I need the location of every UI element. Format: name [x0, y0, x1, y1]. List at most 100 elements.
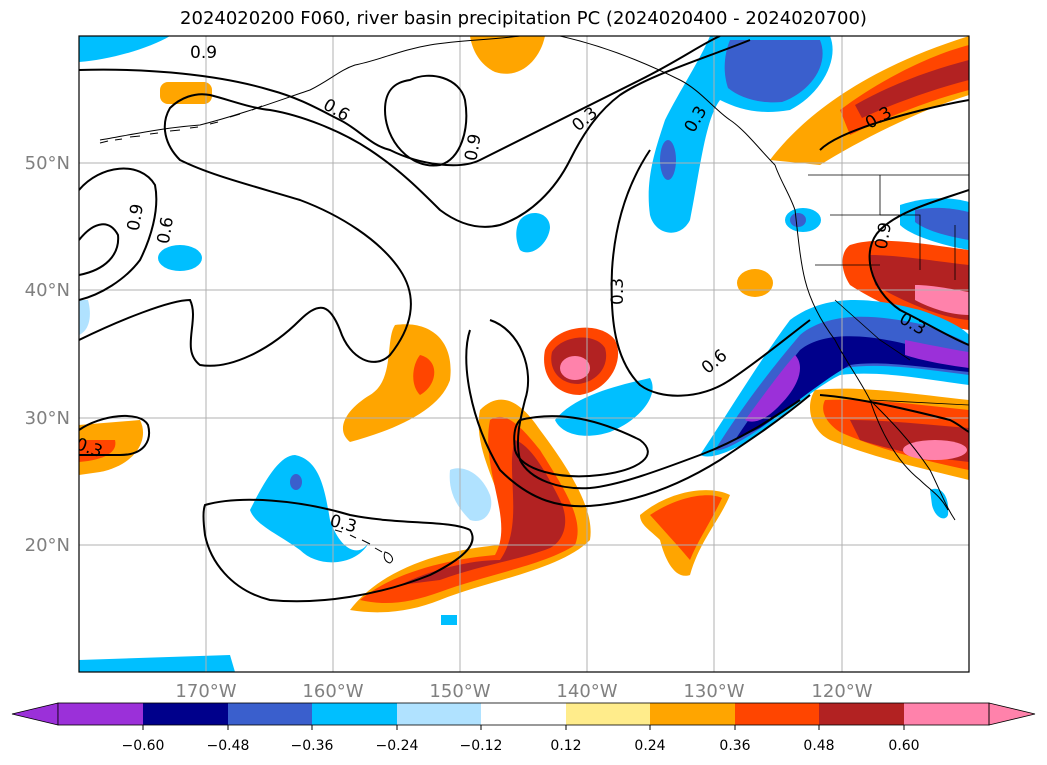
lat-axis-labels: 50°N 40°N 30°N 20°N	[25, 153, 70, 556]
colorbar-tick-label: −0.60	[122, 738, 165, 754]
shade-small-blue-166w	[158, 245, 202, 271]
negative-precip-regions	[79, 36, 969, 672]
map-title: 2024020200 F060, river basin precipitati…	[180, 8, 867, 29]
shade-oregon-coast-core	[790, 213, 806, 227]
shade-mexico-small-blue	[930, 488, 949, 519]
map-plot-area: 0.9 0.6 0.3 0.9 0.6 0.9 0.3 0.3 0.6 0.3 …	[79, 36, 969, 672]
shade-west-edge-blue	[79, 300, 90, 335]
contour-big-north	[79, 36, 721, 167]
colorbar-tick-label: 0.60	[888, 738, 919, 754]
colorbar-tick-label: 0.24	[634, 738, 665, 754]
contour-west-edge-loop	[79, 414, 150, 457]
shade-small-blue-148w	[516, 213, 550, 253]
lon-label-120w: 120°W	[811, 681, 872, 702]
colorbar-extend-low	[11, 702, 59, 726]
colorbar-extend-high	[988, 702, 1036, 726]
colorbar-segment	[58, 703, 143, 725]
colorbar-tick-label: −0.48	[207, 738, 250, 754]
colorbar-segment	[228, 703, 312, 725]
lon-label-160w: 160°W	[302, 681, 363, 702]
shade-central-core	[413, 355, 435, 395]
shade-mexico-band-max	[903, 440, 967, 460]
lat-label-40n: 40°N	[25, 280, 70, 301]
colorbar-tick-label: −0.12	[460, 738, 503, 754]
lon-label-150w: 150°W	[429, 681, 490, 702]
hawaii-islands	[334, 529, 383, 553]
lon-axis-labels: 170°W 160°W 150°W 140°W 130°W 120°W	[175, 681, 872, 702]
contour-label-group: 0.9 0.6 0.3 0.9 0.6 0.9 0.3 0.3 0.6 0.3 …	[79, 43, 929, 537]
contour-far-east-2	[819, 99, 969, 151]
contour-label: 0.9	[461, 132, 485, 162]
shade-hawaii-west-core	[290, 474, 302, 490]
plot-frame	[78, 35, 970, 673]
colorbar-segment	[566, 703, 650, 725]
shade-small-yellow	[737, 269, 773, 297]
colorbar-tick-label: −0.24	[376, 738, 419, 754]
shade-se-coast-band-max	[745, 355, 800, 422]
contour-mid-band	[465, 329, 811, 508]
alaska-coast	[99, 36, 521, 141]
colorbar-segment	[312, 703, 397, 725]
gulf-alaska-coast	[559, 36, 776, 166]
contour-west-loop-b	[79, 223, 120, 276]
positive-precip-regions	[79, 36, 969, 613]
contour-south-loop	[513, 415, 649, 478]
lat-label-50n: 50°N	[25, 153, 70, 174]
baja-coast	[869, 399, 949, 511]
colorbar-frame	[57, 702, 990, 726]
grid-lines	[79, 36, 969, 672]
lon-label-140w: 140°W	[556, 681, 617, 702]
shade-south-edge-blue	[79, 655, 235, 672]
bc-coast	[774, 164, 796, 211]
colorbar-segment	[650, 703, 735, 725]
contour-label: 0.6	[154, 215, 178, 245]
shade-california-band-max	[915, 285, 969, 315]
contour-far-east	[868, 189, 969, 346]
shade-nw-corner	[79, 36, 170, 62]
contour-label: 0.9	[124, 202, 148, 232]
shade-main-band-core2	[400, 440, 566, 585]
contour-inner-band	[489, 319, 801, 490]
lat-label-20n: 20°N	[25, 535, 70, 556]
colorbar-tick-label: 0.48	[803, 738, 834, 754]
shade-west-small	[160, 82, 212, 104]
colorbar-ticks	[142, 725, 905, 730]
contour-lines	[79, 36, 969, 603]
us-mexico-border	[869, 399, 969, 406]
shade-se-blob-core	[650, 495, 722, 560]
colorbar-segment	[904, 703, 989, 725]
shade-gulf-top	[470, 36, 545, 74]
colorbar-tick-label: −0.36	[291, 738, 334, 754]
contour-central-ridge	[79, 39, 751, 367]
shade-bc-coast-patch	[660, 140, 676, 180]
lat-label-30n: 30°N	[25, 408, 70, 429]
shade-hawaii-west	[250, 455, 370, 563]
contour-label: 0.9	[872, 221, 896, 251]
colorbar-tick-label: 0.36	[719, 738, 750, 754]
political-borders	[808, 174, 969, 406]
colorbar-segment	[481, 703, 566, 725]
shade-south-of-hotspot	[555, 378, 653, 436]
colorbar: −0.60 −0.48 −0.36 −0.24 −0.12 0.12 0.24 …	[11, 702, 1036, 754]
colorbar-segment	[735, 703, 819, 725]
west-coast	[794, 209, 956, 521]
shade-central	[342, 324, 451, 442]
shade-ne-band-max	[855, 60, 969, 118]
contour-label: 0.3	[608, 278, 628, 305]
contour-label: 0.9	[190, 43, 217, 63]
shade-hotspot-142w-max	[560, 356, 590, 380]
colorbar-tick-label: 0.12	[550, 738, 581, 754]
shade-oregon-core	[915, 207, 969, 240]
colorbar-tick-labels: −0.60 −0.48 −0.36 −0.24 −0.12 0.12 0.24 …	[122, 738, 920, 754]
contour-hawaii-loop	[202, 498, 474, 603]
contour-west-loop-a	[79, 167, 158, 301]
contour-east-03	[610, 149, 811, 397]
shade-se-coast-band-max2	[905, 340, 969, 368]
shade-bc-coast-core	[724, 40, 823, 103]
colorbar-segment	[397, 703, 481, 725]
lon-label-170w: 170°W	[175, 681, 236, 702]
hawaii-island	[383, 551, 393, 564]
contour-mexico	[819, 394, 969, 433]
shade-west-edge-core	[79, 440, 116, 462]
